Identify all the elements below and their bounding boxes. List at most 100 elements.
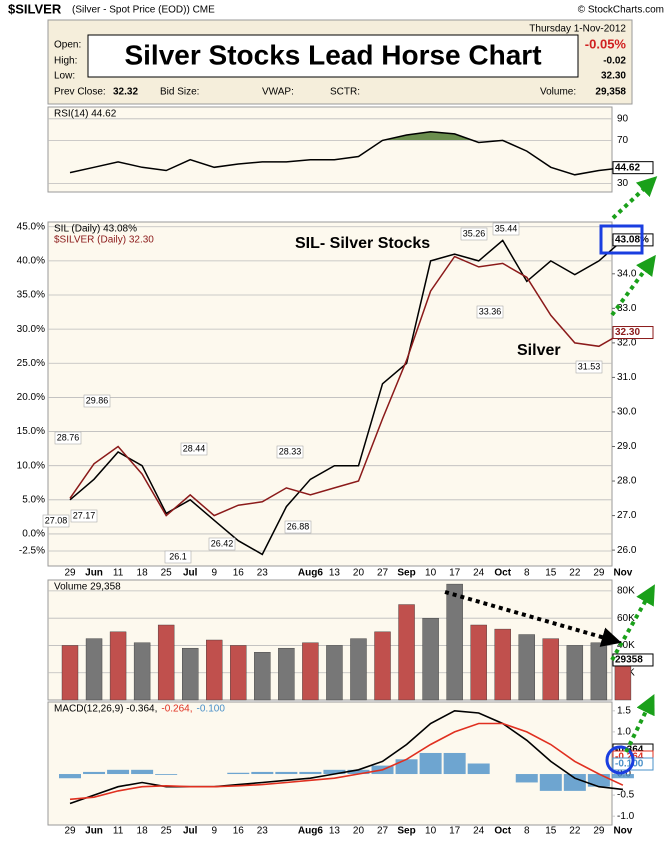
last-tag: [612, 161, 654, 175]
histogram-bar: [563, 774, 586, 791]
histogram-bar: [419, 752, 442, 775]
histogram-bar: [539, 774, 562, 791]
histogram-bar: [467, 763, 490, 775]
y2-tick-label: 30.0: [617, 407, 637, 418]
histogram-bar: [59, 774, 81, 779]
y-tick-label: 25.0%: [17, 358, 45, 369]
macd-panel: [47, 701, 613, 826]
y-tick-label: 30.0%: [17, 324, 45, 335]
x-tick-label: 22: [569, 568, 581, 579]
x-tick-label: 18: [137, 568, 149, 579]
x-tick-label: Oct: [494, 826, 511, 837]
last-tag-label: 29358: [615, 655, 643, 666]
price-label-box: [476, 305, 504, 319]
title: Silver Stocks Lead Horse Chart: [124, 39, 541, 70]
last-tag-label: -0.264: [615, 752, 644, 763]
volume-bar: [326, 645, 343, 701]
price-label: 31.53: [578, 361, 601, 371]
y-tick-label: 20.0%: [17, 392, 45, 403]
last-tag-label: 44.62: [615, 162, 640, 173]
x-tick-label: 29: [593, 826, 605, 837]
field-value: 32.32: [113, 87, 138, 98]
x-tick-label: 16: [233, 826, 245, 837]
arrow: [610, 584, 655, 661]
price-label: 33.36: [479, 306, 502, 316]
histogram-bar: [155, 774, 178, 775]
x-tick-label: 27: [377, 826, 389, 837]
price-label-box: [70, 509, 98, 523]
x-tick-label: Jul: [183, 826, 198, 837]
y2-tick-label: 28.0: [617, 476, 637, 487]
arrow: [610, 254, 656, 317]
y-tick-label: 1.5: [617, 705, 631, 716]
volume-bar: [133, 642, 151, 701]
volume-bar: [470, 624, 487, 701]
annotation: SIL- Silver Stocks: [295, 235, 430, 252]
y2-tick-label: 26.0: [617, 545, 637, 556]
price-label-box: [208, 537, 236, 551]
legend-entry: MACD(12,26,9) -0.364,: [54, 704, 157, 715]
x-tick-label: 10: [425, 568, 437, 579]
y-tick-label: -2.5%: [19, 546, 45, 557]
y-tick-label: 0.0%: [22, 529, 45, 540]
x-tick-label: 17: [449, 826, 461, 837]
volume-bar: [254, 652, 271, 701]
price-label-box: [276, 445, 304, 459]
y-tick-label: 40.0%: [17, 256, 45, 267]
y-tick-label: 10.0%: [17, 460, 45, 471]
field: SCTR:: [330, 87, 360, 98]
y2-tick-label: 32.0: [617, 338, 637, 349]
highlight-box: [599, 224, 644, 255]
y-tick-label: 60K: [617, 613, 635, 624]
x-tick-label: 22: [569, 826, 581, 837]
x-tick-label: 23: [257, 568, 269, 579]
change: -0.02: [603, 56, 626, 67]
x-tick-label: 25: [161, 826, 173, 837]
field: VWAP:: [262, 87, 294, 98]
field: Prev Close:: [54, 87, 106, 98]
date: Thursday 1-Nov-2012: [529, 24, 626, 35]
field-value: 29,358: [595, 87, 626, 98]
x-tick-label: 18: [137, 826, 149, 837]
highlight-circle: [605, 745, 635, 775]
price-panel: [47, 221, 613, 567]
title-box: [87, 34, 579, 78]
price-label: 28.76: [57, 432, 80, 442]
histogram-bar: [131, 769, 154, 775]
x-tick-label: Jun: [85, 568, 103, 579]
x-tick-label: 17: [449, 568, 461, 579]
price-label: 29.86: [86, 395, 109, 405]
field: Low:: [54, 71, 75, 82]
last-tag-label: 32.30: [615, 327, 640, 338]
series-line: [69, 255, 624, 517]
histogram-bar: [395, 759, 418, 775]
x-tick-label: Jul: [183, 568, 198, 579]
x-tick-label: Sep: [397, 568, 415, 579]
volume-bar: [61, 645, 79, 701]
last-tag-label: -0.100: [615, 759, 644, 770]
y2-tick-label: 34.0: [617, 268, 637, 279]
x-tick-label: Sep: [397, 826, 415, 837]
volume-bar: [350, 638, 367, 701]
volume-bar: [181, 647, 199, 701]
price-label: 26.42: [211, 538, 234, 548]
x-tick-label: 29: [593, 568, 605, 579]
field: Bid Size:: [160, 87, 199, 98]
x-tick-label: 27: [377, 568, 389, 579]
y2-tick-label: 31.0: [617, 372, 637, 383]
y2-tick-label: 27.0: [617, 510, 637, 521]
histogram-bar: [83, 771, 106, 775]
symbol: $SILVER: [8, 1, 62, 16]
price-label-box: [492, 222, 520, 236]
price-label: 27.08: [45, 515, 68, 525]
x-tick-label: 24: [473, 568, 485, 579]
price-label: 35.44: [495, 223, 518, 233]
copyright: © StockCharts.com: [578, 5, 664, 16]
volume-bar: [302, 642, 319, 701]
volume-bar: [518, 634, 535, 701]
volume-bar: [230, 645, 247, 701]
legend-entry: SIL (Daily) 43.08%: [54, 224, 137, 235]
description: (Silver - Spot Price (EOD)) CME: [72, 5, 215, 16]
x-tick-label: 9: [211, 568, 217, 579]
